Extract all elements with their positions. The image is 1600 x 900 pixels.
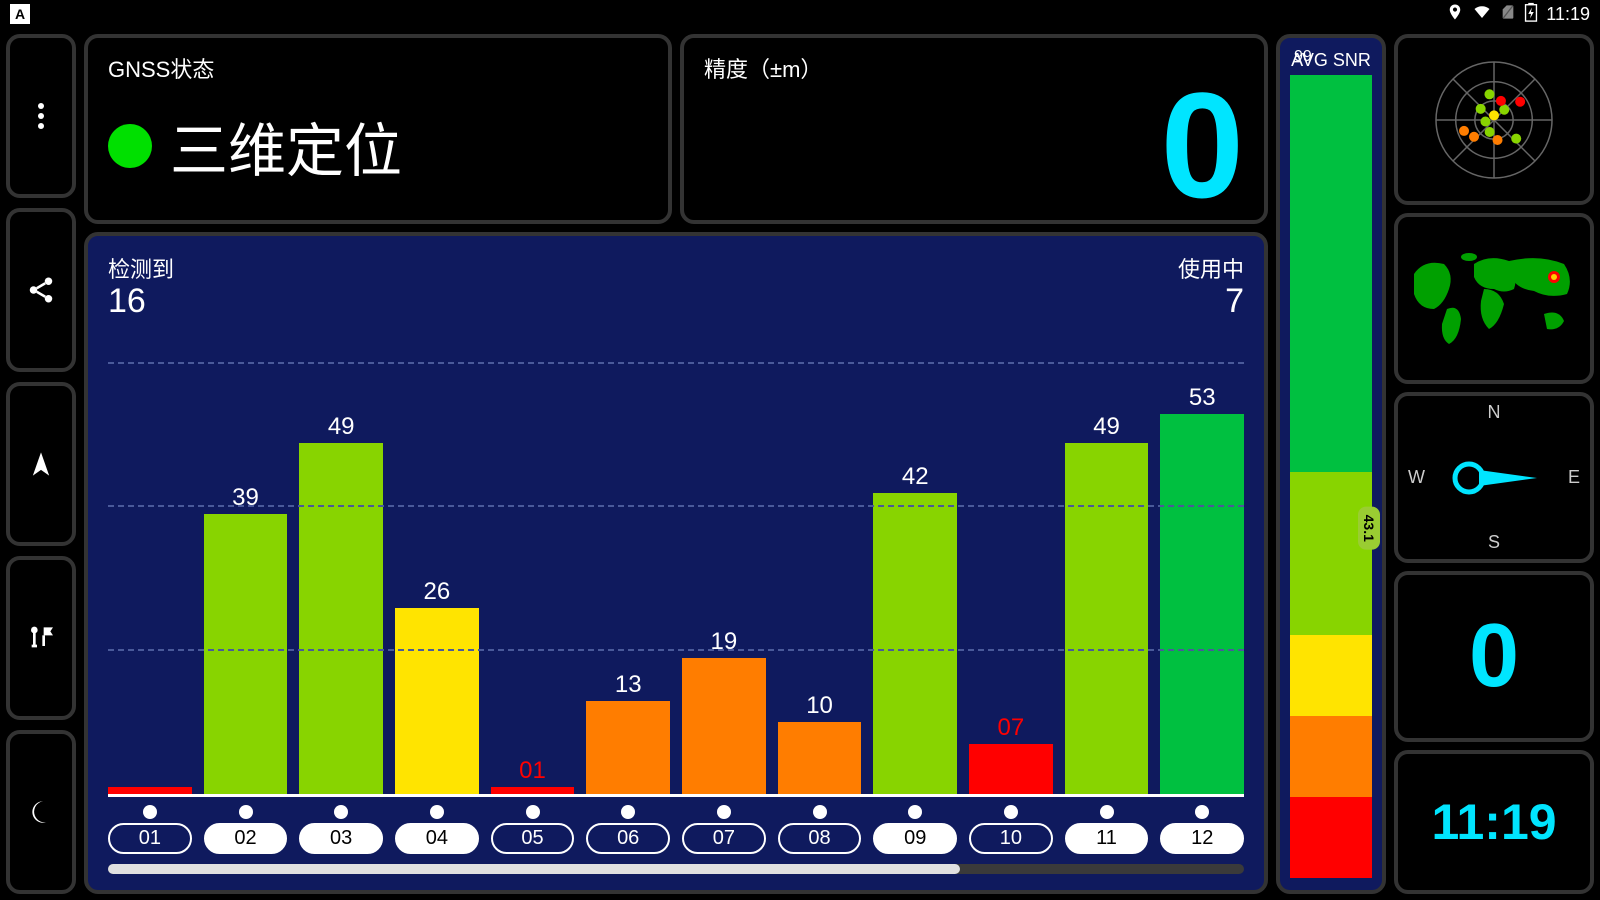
bar-05: 01 [491,328,575,794]
used-label: 使用中 [1178,252,1244,284]
world-map-card[interactable] [1394,213,1594,384]
gnss-status-card[interactable]: GNSS状态 三维定位 [84,34,672,224]
indicator-02[interactable]: 02 [204,805,288,854]
bar-12: 53 [1160,328,1244,794]
bar-03: 49 [299,328,383,794]
sky-plot-card[interactable] [1394,34,1594,205]
speed-card[interactable]: 0 [1394,571,1594,742]
status-bar: A 11:19 [0,0,1600,28]
indicator-08[interactable]: 08 [778,805,862,854]
wifi-icon [1472,3,1492,26]
snr-marker: 43.1 [1358,507,1380,550]
indicator-12[interactable]: 12 [1160,805,1244,854]
compass-card[interactable]: N S E W [1394,392,1594,563]
compass-pointer-icon [1449,458,1539,498]
snr-chart-card[interactable]: 检测到 16 使用中 7 3949260113191042074953 0102… [84,232,1268,894]
detected-value: 16 [108,284,174,318]
chart-scrollbar[interactable] [108,864,1244,874]
status-icons: 11:19 [1446,2,1590,27]
location-icon [1446,3,1464,26]
indicator-01[interactable]: 01 [108,805,192,854]
compass-e: E [1568,467,1580,488]
indicator-07[interactable]: 07 [682,805,766,854]
bar-06: 13 [586,328,670,794]
share-button[interactable] [6,208,76,372]
gnss-status-text: 三维定位 [170,104,402,188]
indicator-09[interactable]: 09 [873,805,957,854]
indicator-03[interactable]: 03 [299,805,383,854]
night-mode-button[interactable] [6,730,76,894]
sim-icon [1500,3,1516,26]
clock-value: 11:19 [1431,793,1556,851]
battery-icon [1524,2,1538,27]
gnss-status-dot [108,124,152,168]
bar-09: 42 [873,328,957,794]
used-value: 7 [1178,284,1244,318]
avg-snr-bar: 99503020100043.1 [1290,75,1372,878]
avg-snr-card[interactable]: AVG SNR 99503020100043.1 [1276,34,1386,894]
detected-label: 检测到 [108,252,174,284]
compass-n: N [1488,402,1501,423]
indicator-10[interactable]: 10 [969,805,1053,854]
compass-w: W [1408,467,1425,488]
input-mode-badge: A [10,4,30,24]
bar-07: 19 [682,328,766,794]
satellite-indicators: 010203040506070809101112 [108,805,1244,854]
bar-02: 39 [204,328,288,794]
menu-button[interactable] [6,34,76,198]
indicator-11[interactable]: 11 [1065,805,1149,854]
indicator-05[interactable]: 05 [491,805,575,854]
status-time: 11:19 [1546,4,1590,25]
speed-value: 0 [1469,605,1519,708]
bar-10: 07 [969,328,1053,794]
gnss-title: GNSS状态 [108,52,648,84]
chart-baseline [108,794,1244,797]
chart-area: 3949260113191042074953 [108,328,1244,794]
compass-s: S [1488,532,1500,553]
bar-11: 49 [1065,328,1149,794]
navigate-button[interactable] [6,382,76,546]
bar-08: 10 [778,328,862,794]
indicator-04[interactable]: 04 [395,805,479,854]
scrollbar-thumb[interactable] [108,864,960,874]
bar-01 [108,328,192,794]
left-sidebar [6,34,76,894]
indicator-06[interactable]: 06 [586,805,670,854]
accuracy-card[interactable]: 精度（±m） 0 [680,34,1268,224]
bar-04: 26 [395,328,479,794]
waypoint-button[interactable] [6,556,76,720]
accuracy-value: 0 [1161,70,1244,220]
clock-card[interactable]: 11:19 [1394,750,1594,894]
